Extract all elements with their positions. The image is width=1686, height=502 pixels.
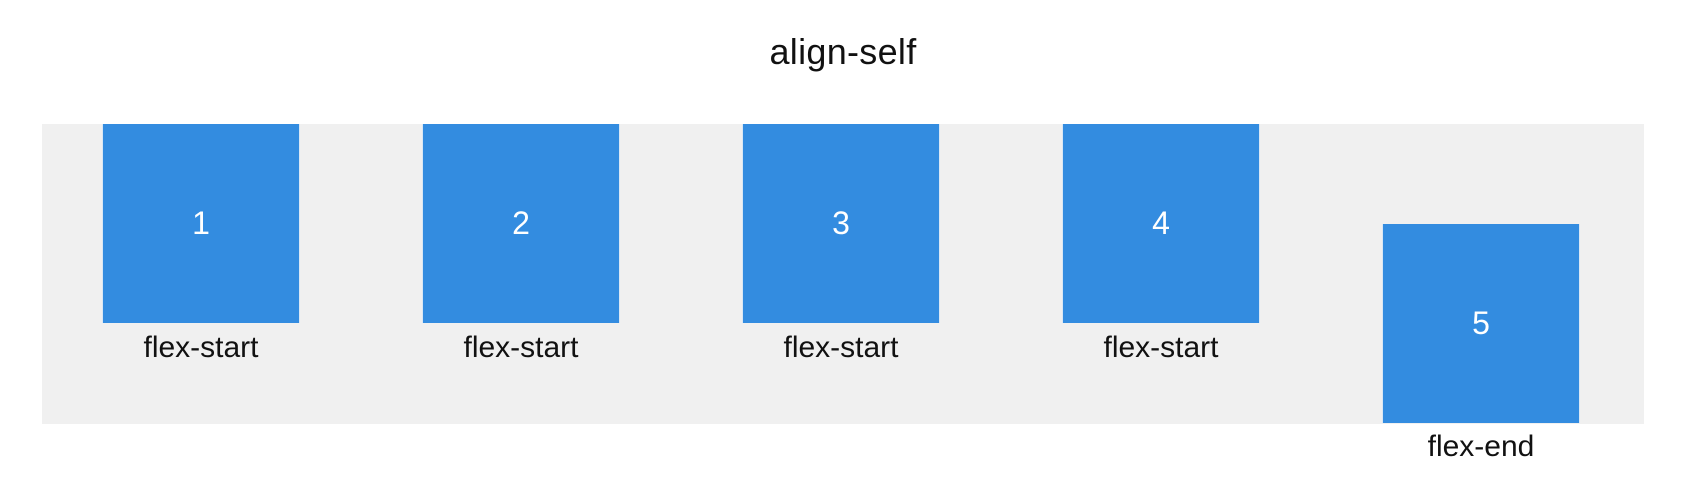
- flex-item-1-label: flex-start: [143, 331, 259, 364]
- flex-item-3-label: flex-start: [783, 331, 899, 364]
- flex-item-3: 3: [742, 124, 940, 323]
- flex-item-4-label: flex-start: [1103, 331, 1219, 364]
- flex-item-5: 5: [1382, 224, 1580, 423]
- flex-item-1: 1: [102, 124, 300, 323]
- diagram-title: align-self: [769, 31, 917, 72]
- flex-item-5-label: flex-end: [1427, 430, 1535, 463]
- flex-item-4: 4: [1062, 124, 1260, 323]
- flex-item-2-label: flex-start: [463, 331, 579, 364]
- flex-item-2: 2: [422, 124, 620, 323]
